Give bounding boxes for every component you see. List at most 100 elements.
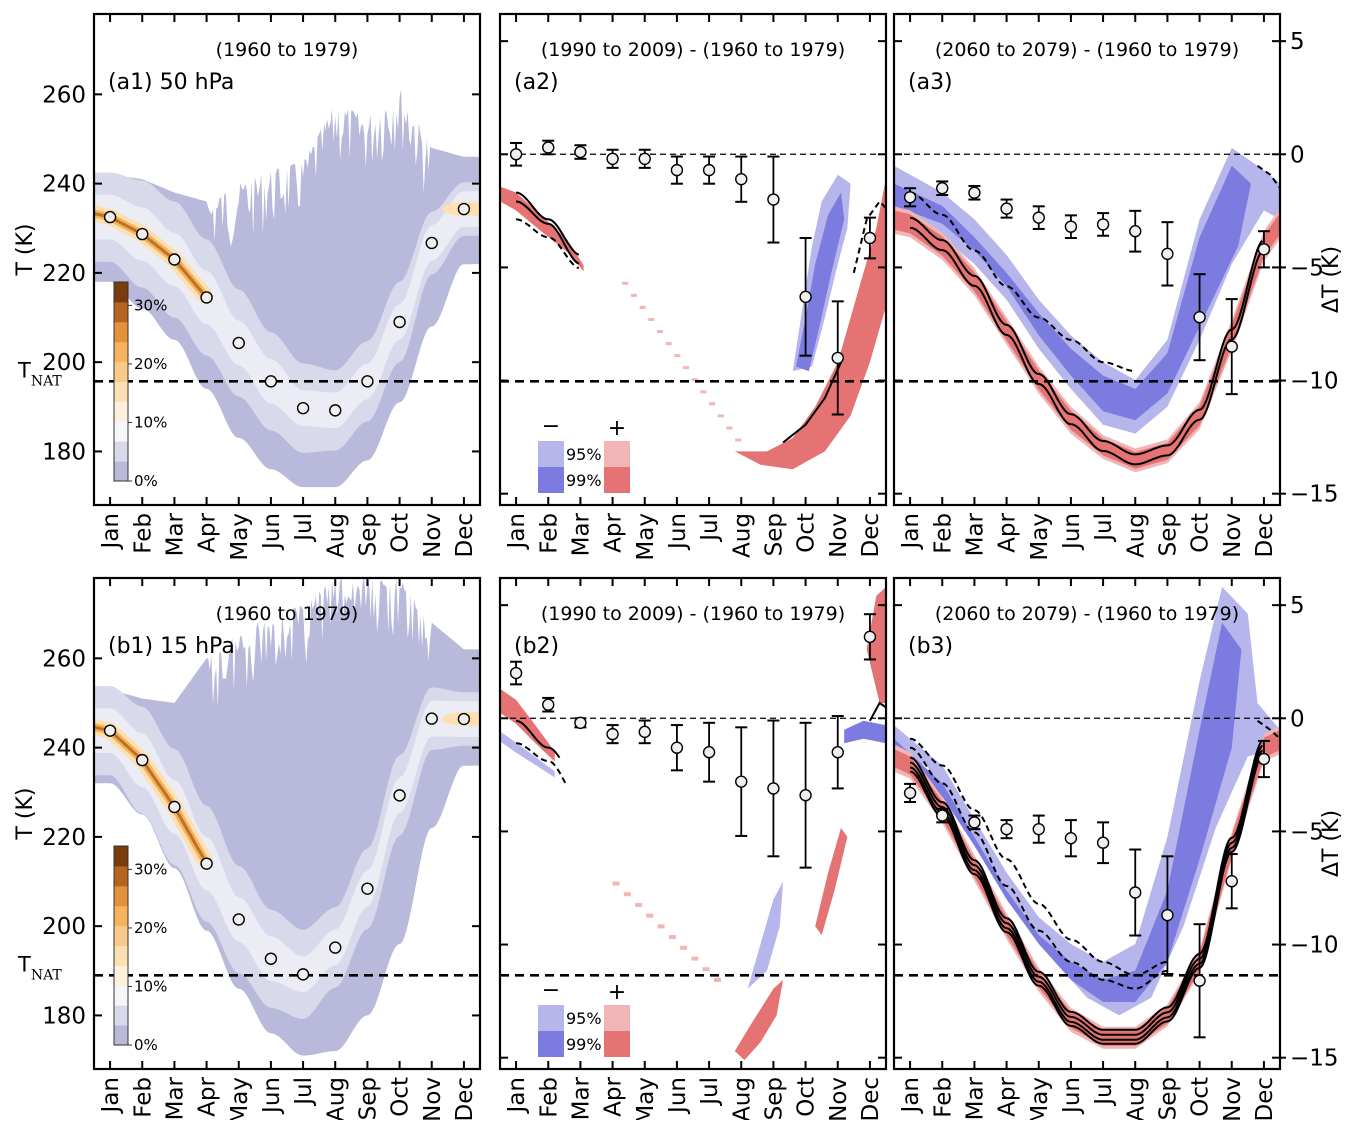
y-tick-label: 200 [42,350,86,376]
mean-point-oct [393,315,406,329]
legend-minus: − [542,978,560,1003]
y-tick-label: 260 [42,82,86,108]
mean-point-nov [425,712,438,725]
colorbar-tick: 0% [134,472,158,490]
legend-minus: − [542,414,560,439]
month-label-mar: Mar [568,1076,594,1120]
month-label-apr: Apr [601,512,627,552]
month-label-feb: Feb [130,513,156,554]
contour-solid-3 [909,753,1264,1045]
legend-pos95-swatch [604,441,630,467]
mean-point-mar [168,800,181,814]
pos-field-summer [734,979,784,1061]
legend-99: 99% [566,471,602,490]
panel-label: (a1) 50 hPa [108,70,234,95]
mean-point-jul [296,968,310,981]
month-label-feb: Feb [130,1077,156,1118]
delta-point-dec [1257,243,1271,256]
ridge-core [94,212,205,295]
envelope-core [94,700,480,993]
month-label-feb: Feb [930,1077,956,1118]
month-label-mar: Mar [568,512,594,556]
delta-point-oct [799,789,812,802]
mean-point-aug [329,404,342,417]
speck [657,924,665,929]
delta-point-sep [1161,247,1174,261]
y-tick-label: 240 [42,736,86,762]
delta-point-aug [1129,886,1142,899]
panel-a3: −15 −10 −5 0 5 ΔT (K) Jan Feb Mar Apr May Jun Jul Aug… [892,12,1344,561]
delta-point-apr [1000,822,1013,836]
delta-point-dec [863,630,877,644]
dy-tick-label: −10 [1290,933,1339,959]
month-label-may: May [633,513,659,561]
colorbar-tick: 10% [134,413,167,431]
contour-solid-jan [515,719,561,759]
speck [639,305,646,309]
colorbar-tick: 30% [134,860,167,878]
delta-point-feb [936,809,949,822]
mean-point-nov [425,236,438,250]
speck [665,342,672,346]
panel-label: (b1) 15 hPa [108,634,235,659]
neg-field-99 [894,165,1251,421]
panel-label: (b2) [514,634,559,659]
distribution-area [94,578,480,1056]
delta-point-jan [509,148,523,161]
month-label-sep: Sep [355,1077,381,1120]
y-axis-label: T (K) [13,787,38,840]
month-label-dec: Dec [1252,513,1278,558]
delta-point-mar [574,716,587,730]
panel-a2: − +95% 99% Jan Feb Mar Apr May Jun Jul Aug Sep Oct No… [498,12,888,561]
dy-tick-label: −5 [1290,255,1324,281]
contour-dashed-dec [1256,719,1280,740]
month-label-may: May [227,1077,253,1120]
significance-legend: − +95% 99% [538,414,630,493]
panel-frame [892,12,1282,507]
mean-point-oct [393,789,406,802]
delta-point-feb [936,182,949,195]
month-label-oct: Oct [388,1077,414,1117]
panel-b1: 0% 10% 20% 30% TNAT 180 200 220 240 260 T (K) Jan Fe… [13,576,482,1124]
month-label-feb: Feb [536,1077,562,1118]
month-label-sep: Sep [761,1077,787,1120]
neg-field-autumn-99 [795,192,845,372]
contour-dashed [909,191,1134,372]
legend-pos99-swatch [604,467,630,493]
mean-point-feb [136,753,149,767]
month-label-may: May [227,513,253,561]
month-label-sep: Sep [761,513,787,556]
neg-field-summer [747,881,784,989]
legend-neg99-swatch [538,1031,564,1057]
delta-point-apr [1000,202,1013,215]
month-label-dec: Dec [452,1077,478,1120]
panel-frame [498,576,888,1071]
delta-point-jul [1096,218,1110,231]
significance-legend: − +95% 99% [538,978,630,1057]
month-label-aug: Aug [729,513,755,558]
delta-point-sep [767,782,780,795]
month-label-jun: Jun [259,1077,285,1115]
y-axis-label: T (K) [13,223,38,276]
month-label-dec: Dec [858,1077,884,1120]
dy-tick-label: −5 [1290,819,1324,845]
month-label-oct: Oct [1188,1077,1214,1117]
month-label-feb: Feb [930,513,956,554]
period-title: (1990 to 2009) - (1960 to 1979) [541,603,845,625]
speck [635,902,643,907]
panel-a1: 0% 10% 20% 30% TNAT 180 200 220 240 260 T (K) Jan Fe… [13,12,482,561]
dy-tick-label: 5 [1290,593,1305,619]
delta-point-jun [670,163,684,177]
speck [691,378,698,382]
speck [622,281,629,285]
legend-99: 99% [566,1035,602,1054]
envelope-mid [94,172,480,453]
speck [700,390,707,394]
speck [735,438,742,442]
significance-fields [500,174,886,470]
mean-point-aug [329,941,342,954]
month-label-aug: Aug [1123,1077,1149,1120]
contour-solid-2 [909,749,1264,1041]
dy-tick-label: −15 [1290,1046,1339,1072]
